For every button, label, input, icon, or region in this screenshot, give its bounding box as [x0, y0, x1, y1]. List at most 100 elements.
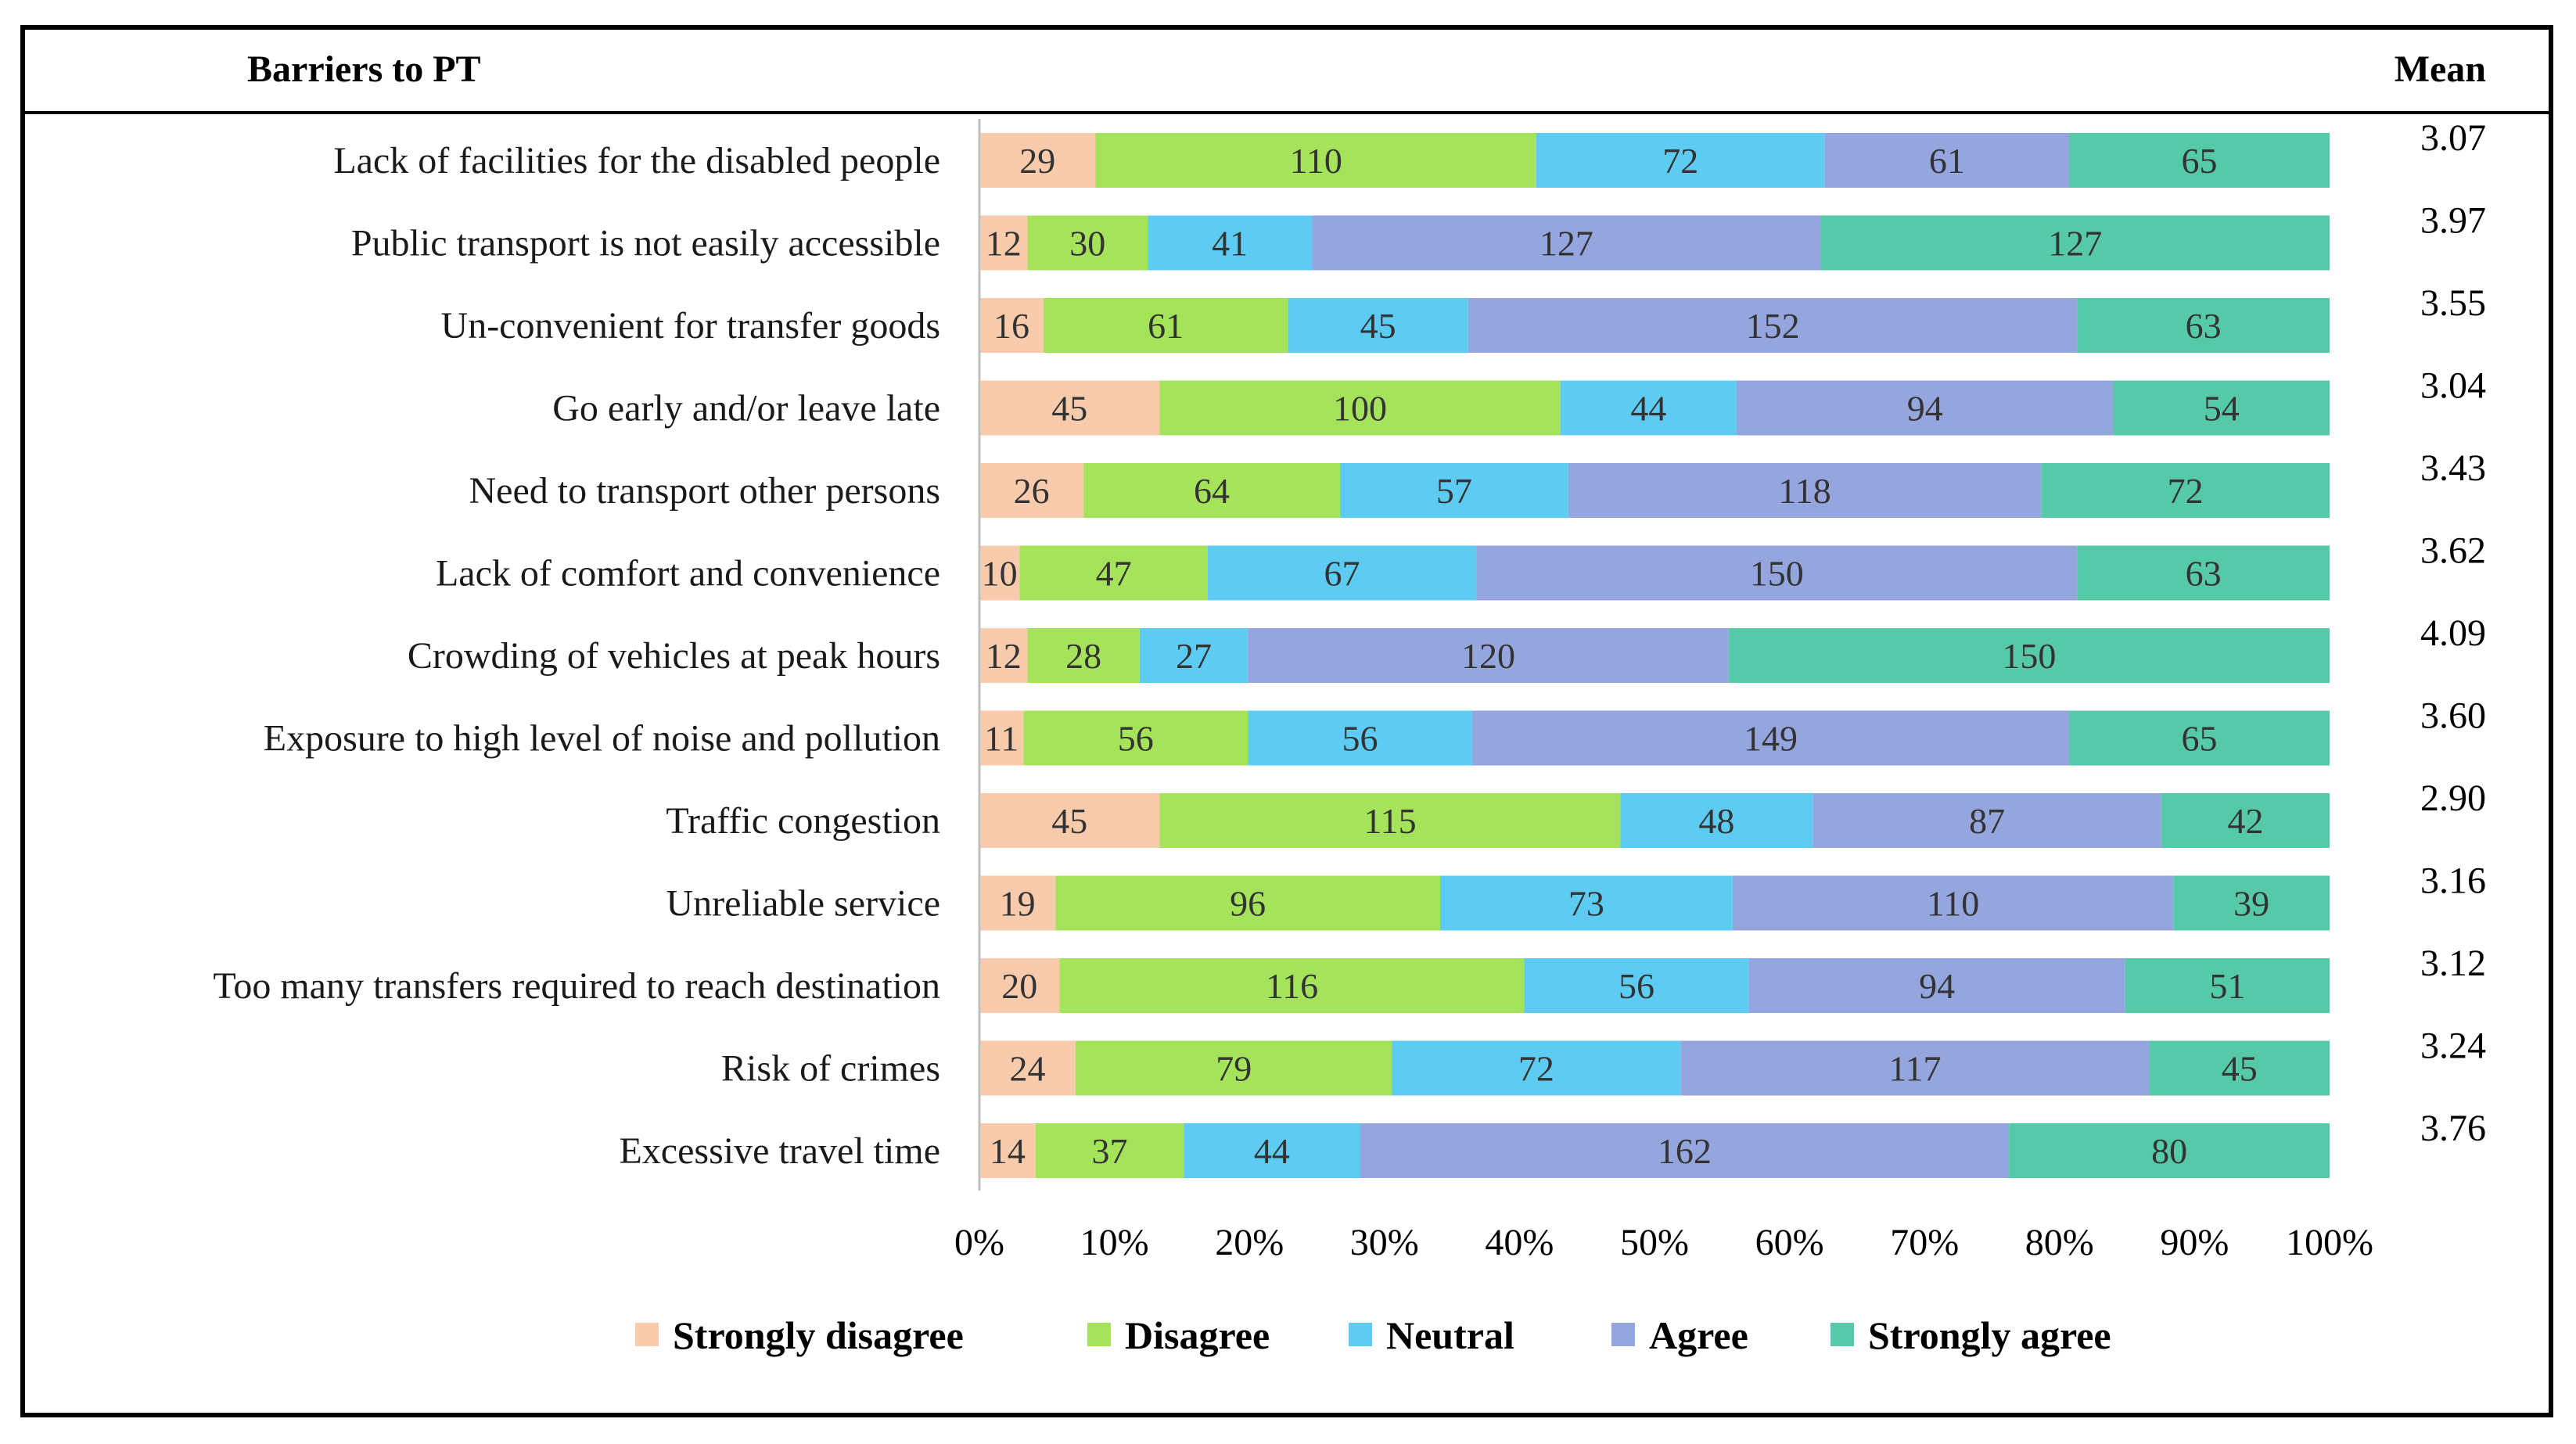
bar-segment-disagree	[1083, 463, 1340, 518]
mean-value: 3.16	[2420, 860, 2486, 902]
mean-value: 3.97	[2420, 200, 2486, 242]
bar-segment-strongly-agree	[1820, 215, 2330, 271]
bar-segment-neutral	[1184, 1123, 1360, 1178]
data-label: 26	[1014, 471, 1050, 511]
bar-segment-agree	[1736, 380, 2114, 436]
data-label: 37	[1091, 1131, 1127, 1171]
data-label: 65	[2182, 719, 2218, 759]
bar-segment-strongly-agree	[2173, 875, 2330, 931]
bar-segment-disagree	[1159, 793, 1621, 848]
bar-segment-neutral	[1148, 215, 1313, 271]
bar-segment-disagree	[1035, 1123, 1184, 1178]
data-label: 19	[1000, 884, 1036, 924]
legend-label-strongly-agree: Strongly agree	[1868, 1313, 2111, 1357]
header-barriers: Barriers to PT	[247, 48, 481, 90]
bar-segment-neutral	[1620, 793, 1813, 848]
legend-swatch-agree	[1611, 1323, 1635, 1346]
bar-segment-strongly-disagree	[979, 1123, 1036, 1178]
mean-value: 3.07	[2420, 117, 2486, 159]
x-tick-label: 0%	[954, 1222, 1004, 1263]
data-label: 72	[2168, 471, 2204, 511]
x-tick-label: 30%	[1350, 1222, 1419, 1263]
bar-segment-strongly-agree	[2161, 793, 2330, 848]
data-label: 20	[1001, 966, 1037, 1006]
data-label: 48	[1698, 801, 1734, 841]
bar-segment-strongly-disagree	[979, 1040, 1076, 1096]
bar-segment-neutral	[1439, 875, 1733, 931]
legend-swatch-strongly-disagree	[635, 1323, 659, 1346]
category-label: Need to transport other persons	[469, 470, 940, 512]
legend-label-disagree: Disagree	[1125, 1313, 1270, 1357]
bar-segment-strongly-disagree	[979, 875, 1056, 931]
bar-segment-strongly-agree	[2125, 958, 2330, 1013]
bar-segment-strongly-disagree	[979, 958, 1060, 1013]
data-label: 45	[1360, 306, 1396, 346]
bar-segment-disagree	[1075, 1040, 1392, 1096]
data-label: 61	[1929, 141, 1965, 181]
data-label: 72	[1662, 141, 1698, 181]
bar-segment-strongly-agree	[2077, 545, 2330, 601]
bar-segment-agree	[1248, 628, 1729, 683]
data-label: 110	[1290, 141, 1342, 181]
x-tick-label: 90%	[2160, 1222, 2229, 1263]
category-label: Too many transfers required to reach des…	[213, 965, 940, 1007]
data-label: 44	[1630, 389, 1666, 429]
data-label: 39	[2233, 884, 2269, 924]
bar-segment-strongly-agree	[2041, 463, 2330, 518]
bar-segment-agree	[1312, 215, 1821, 271]
category-label: Unreliable service	[666, 883, 940, 925]
category-label: Crowding of vehicles at peak hours	[408, 635, 940, 677]
data-label: 150	[1750, 554, 1804, 594]
data-label: 162	[1658, 1131, 1712, 1171]
bar-segment-agree	[1568, 463, 2042, 518]
data-label: 63	[2186, 306, 2222, 346]
bar-segment-disagree	[1043, 298, 1288, 353]
data-label: 115	[1363, 801, 1416, 841]
mean-value: 3.24	[2420, 1026, 2486, 1067]
category-label: Go early and/or leave late	[552, 388, 940, 429]
data-label: 11	[984, 719, 1019, 759]
bar-segment-agree	[1813, 793, 2161, 848]
legend-label-agree: Agree	[1649, 1313, 1748, 1357]
data-label: 96	[1230, 884, 1266, 924]
bar-segment-strongly-disagree	[979, 628, 1028, 683]
data-label: 12	[986, 224, 1022, 264]
bar-segment-neutral	[1524, 958, 1749, 1013]
data-label: 30	[1069, 224, 1105, 264]
mean-value: 3.04	[2420, 365, 2486, 407]
data-label: 127	[2048, 224, 2102, 264]
data-label: 16	[993, 306, 1029, 346]
category-label: Risk of crimes	[721, 1048, 940, 1090]
data-label: 79	[1216, 1049, 1252, 1089]
data-label: 56	[1619, 966, 1654, 1006]
data-label: 100	[1333, 389, 1387, 429]
x-tick-label: 80%	[2025, 1222, 2094, 1263]
mean-value: 3.76	[2420, 1108, 2486, 1149]
data-label: 54	[2204, 389, 2240, 429]
bar-segment-agree	[1748, 958, 2125, 1013]
bar-segment-strongly-disagree	[979, 380, 1160, 436]
bar-segment-disagree	[1027, 628, 1140, 683]
data-label: 45	[1051, 801, 1087, 841]
mean-value: 3.55	[2420, 282, 2486, 324]
category-label: Public transport is not easily accessibl…	[351, 223, 940, 264]
data-label: 73	[1568, 884, 1604, 924]
data-label: 118	[1778, 471, 1831, 511]
bar-segment-strongly-agree	[2077, 298, 2330, 353]
x-tick-label: 70%	[1890, 1222, 1959, 1263]
bar-segment-strongly-disagree	[979, 298, 1044, 353]
data-label: 94	[1919, 966, 1955, 1006]
data-label: 150	[2002, 636, 2056, 676]
bar-segment-agree	[1476, 545, 2078, 601]
bar-segment-strongly-agree	[2009, 1123, 2330, 1178]
bar-segment-strongly-agree	[2069, 710, 2330, 766]
bar-segment-neutral	[1207, 545, 1477, 601]
category-label: Lack of facilities for the disabled peop…	[333, 140, 940, 181]
bar-segment-strongly-disagree	[979, 793, 1160, 848]
category-label: Un-convenient for transfer goods	[441, 305, 940, 347]
data-label: 63	[2186, 554, 2222, 594]
data-label: 56	[1118, 719, 1154, 759]
bar-segment-strongly-agree	[1728, 628, 2330, 683]
data-label: 57	[1436, 471, 1472, 511]
